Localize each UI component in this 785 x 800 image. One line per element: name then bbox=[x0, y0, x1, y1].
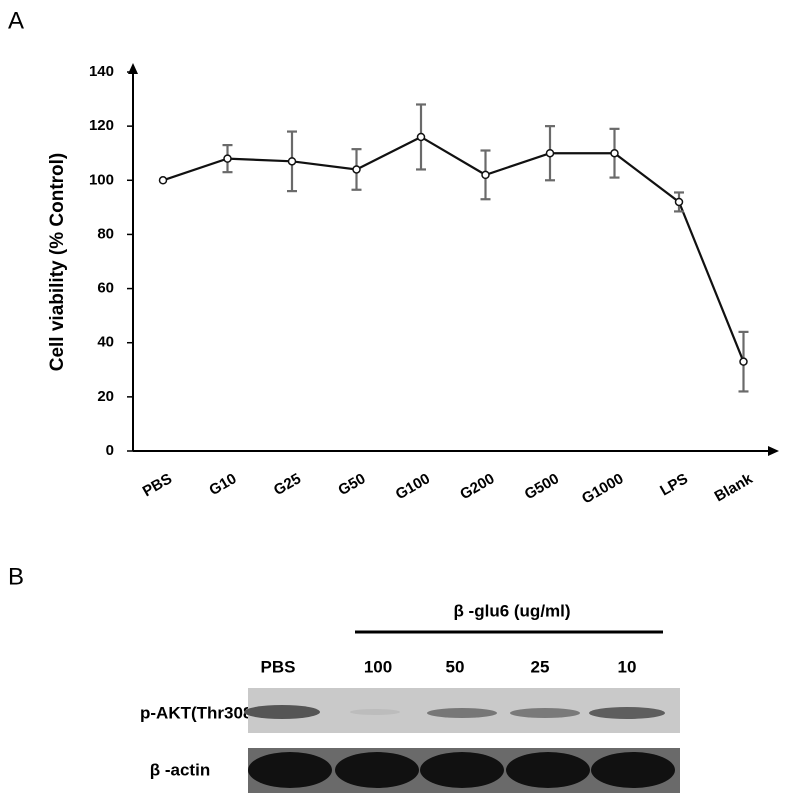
x-tick-label: G100 bbox=[393, 470, 433, 503]
x-tick-label: G25 bbox=[271, 470, 304, 499]
blot-band bbox=[591, 752, 675, 788]
y-tick-label: 80 bbox=[97, 225, 114, 242]
x-tick-label: G500 bbox=[522, 470, 562, 503]
x-tick-label: G200 bbox=[457, 470, 497, 503]
point bbox=[158, 176, 168, 185]
lane-label: 50 bbox=[446, 657, 465, 676]
point bbox=[610, 148, 619, 158]
point bbox=[352, 165, 361, 174]
point bbox=[674, 197, 684, 207]
blot-band bbox=[420, 752, 504, 788]
x-tick-label: Blank bbox=[712, 470, 756, 505]
line bbox=[162, 135, 745, 363]
lane-label: 10 bbox=[618, 657, 637, 676]
plot: 0 20 40 60 80 100 120 140 PBS G10 G25 G50 G100 G200 G5… bbox=[89, 63, 756, 507]
point bbox=[545, 148, 555, 158]
row-label: p-AKT(Thr308) bbox=[140, 703, 258, 722]
lane-label: 25 bbox=[531, 657, 550, 676]
x-tick-label: PBS bbox=[140, 470, 175, 500]
lane-label: PBS bbox=[261, 657, 296, 676]
point bbox=[223, 154, 232, 163]
blot-band bbox=[350, 709, 400, 715]
blot-band bbox=[510, 708, 580, 718]
blot-band bbox=[427, 708, 497, 718]
y-tick-label: 40 bbox=[97, 334, 114, 351]
y-tick-label: 140 bbox=[89, 63, 114, 80]
blot-band bbox=[335, 752, 419, 788]
panel-label: B bbox=[8, 563, 24, 590]
y-tick-label: 20 bbox=[97, 388, 114, 405]
y-tick-label: 0 bbox=[106, 442, 114, 459]
point bbox=[739, 357, 748, 366]
blot-band bbox=[589, 707, 665, 719]
blot-band bbox=[506, 752, 590, 788]
y-tick-label: 60 bbox=[97, 280, 114, 297]
blot-band bbox=[244, 705, 320, 719]
y-tick-label: 100 bbox=[89, 171, 114, 188]
x-tick-label: LPS bbox=[657, 470, 691, 499]
axis-arrow bbox=[768, 446, 779, 456]
point bbox=[416, 132, 426, 142]
y-axis-label: Cell viability (% Control) bbox=[47, 153, 68, 372]
row-label: β -actin bbox=[150, 760, 210, 779]
x-tick-label: G1000 bbox=[579, 470, 627, 507]
blot-band bbox=[248, 752, 332, 788]
lane-label: 100 bbox=[364, 657, 392, 676]
y-tick-label: 120 bbox=[89, 117, 114, 134]
panel-label: A bbox=[8, 7, 24, 34]
treatment-label: β -glu6 (ug/ml) bbox=[453, 601, 570, 620]
x-tick-label: G50 bbox=[335, 470, 368, 499]
point bbox=[481, 170, 490, 180]
x-tick-label: G10 bbox=[206, 470, 239, 499]
point bbox=[287, 157, 297, 166]
